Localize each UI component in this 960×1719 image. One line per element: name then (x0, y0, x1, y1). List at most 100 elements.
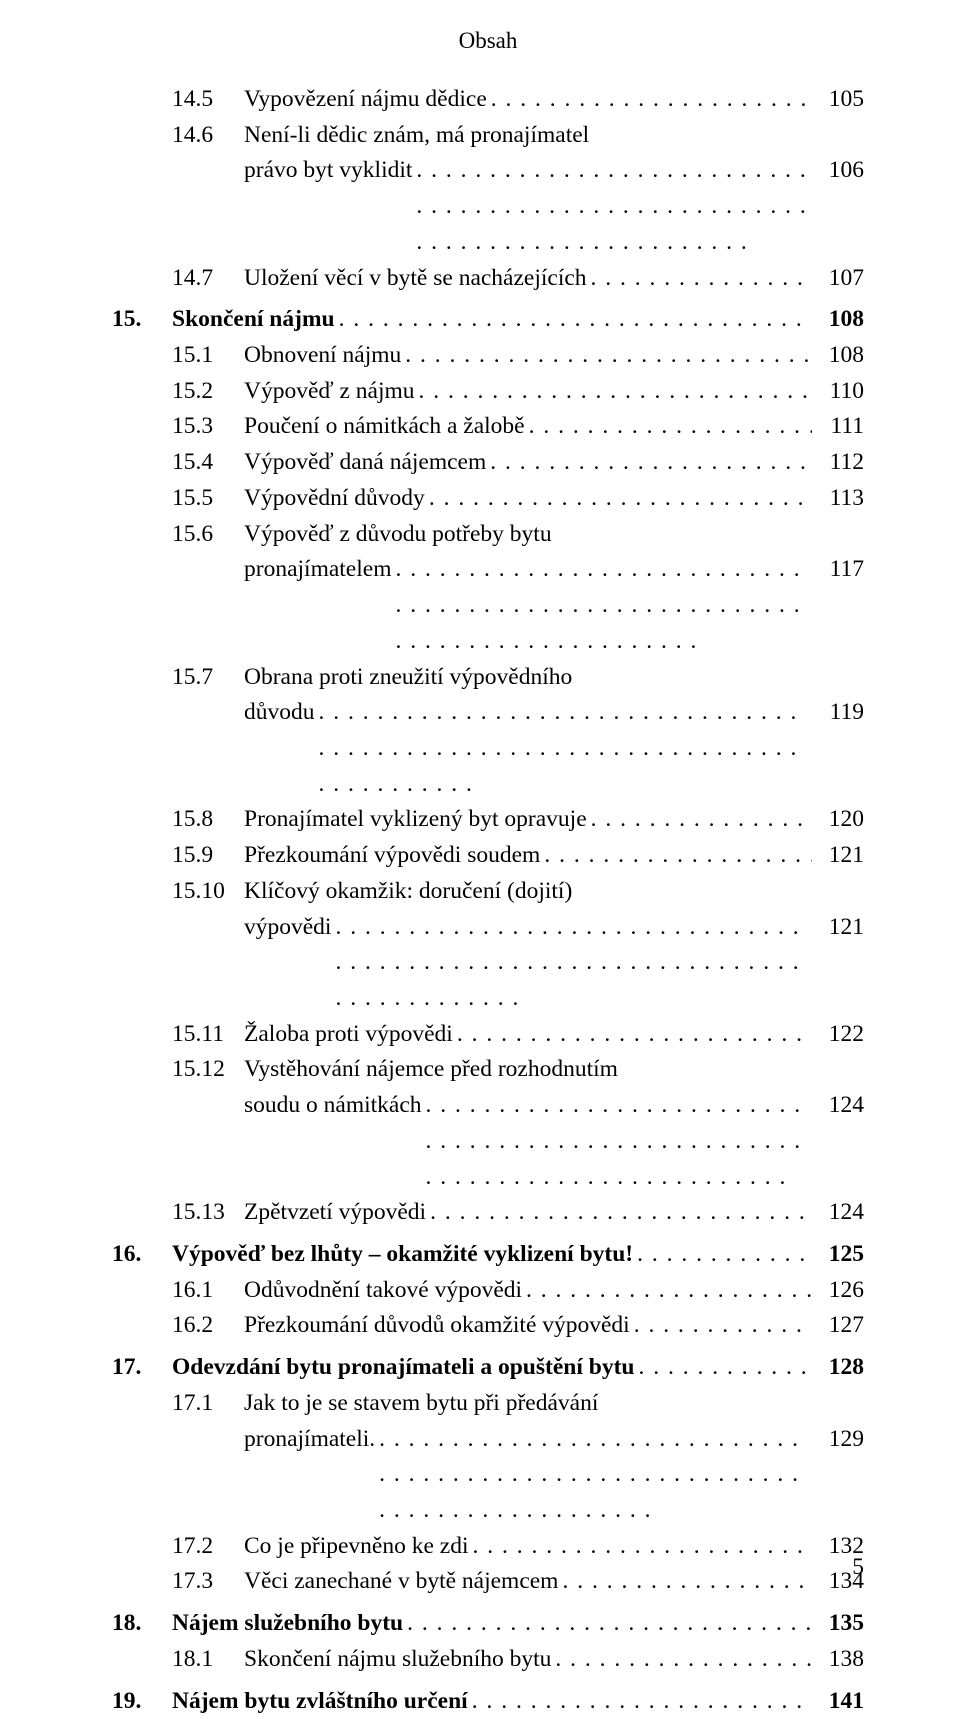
toc-entry-page: 124 (812, 1195, 864, 1231)
toc-entry-label: Pronajímatel vyklizený byt opravuje (244, 802, 587, 838)
toc-sub-row: 16.2Přezkoumání důvodů okamžité výpovědi… (172, 1308, 864, 1344)
toc-leader-dots (522, 1273, 812, 1309)
toc-entry-label: Odůvodnění takové výpovědi (244, 1273, 522, 1309)
toc-entry-label: Věci zanechané v bytě nájemcem (244, 1564, 558, 1600)
toc-chapter-row: 18.Nájem služebního bytu135 (112, 1606, 864, 1642)
toc-entry-label: Odevzdání bytu pronajímateli a opuštění … (172, 1350, 634, 1386)
toc-entry-number: 17.1 (172, 1386, 244, 1422)
toc-entry-page: 105 (812, 82, 864, 118)
toc-entry-number: 15.5 (172, 481, 244, 517)
toc-leader-dots (425, 481, 812, 517)
toc-entry-page: 113 (812, 481, 864, 517)
toc-sub-row: 15.13Zpětvzetí výpovědi 124 (172, 1195, 864, 1231)
toc-leader-dots (453, 1017, 812, 1053)
toc-entry-label: Zpětvzetí výpovědi (244, 1195, 426, 1231)
toc-entry-number: 15.9 (172, 838, 244, 874)
toc-entry-page: 110 (812, 374, 864, 410)
toc-sub-row-continuation: důvodu119 (244, 695, 864, 802)
toc-leader-dots (335, 302, 812, 338)
toc-entry-page: 107 (812, 261, 864, 297)
toc-entry-number: 15.7 (172, 660, 244, 696)
toc-entry-page: 112 (812, 445, 864, 481)
toc-sub-row: 18.1Skončení nájmu služebního bytu138 (172, 1642, 864, 1678)
toc-entry-number: 15.12 (172, 1052, 244, 1088)
toc-entry-number: 15.6 (172, 517, 244, 553)
toc-entry-number: 15.3 (172, 409, 244, 445)
toc-entry-number: 14.7 (172, 261, 244, 297)
toc-entry-label-line2: pronajímatelem (244, 552, 391, 588)
toc-entry-number: 14.6 (172, 118, 244, 154)
toc-leader-dots (525, 409, 812, 445)
toc-entry-label-line1: Výpověď z důvodu potřeby bytu (244, 517, 552, 553)
toc-entry-label: Žaloba proti výpovědi (244, 1017, 453, 1053)
toc-sub-row: 15.9Přezkoumání výpovědi soudem 121 (172, 838, 864, 874)
toc-leader-dots (551, 1642, 812, 1678)
toc-entry-label-line2: soudu o námitkách (244, 1088, 422, 1124)
toc-entry-label-line1: Jak to je se stavem bytu při předávání (244, 1386, 598, 1422)
toc-entry-label: Přezkoumání výpovědi soudem (244, 838, 540, 874)
toc-chapter-row: 17.Odevzdání bytu pronajímateli a opuště… (112, 1350, 864, 1386)
toc-entry-label-line2: výpovědi (244, 910, 331, 946)
toc-entry-label: Co je připevněno ke zdi (244, 1529, 469, 1565)
toc-entry-page: 135 (812, 1606, 864, 1642)
toc-entry-number: 19. (112, 1684, 172, 1719)
toc-sub-row: 15.4Výpověď daná nájemcem112 (172, 445, 864, 481)
toc-entry-number: 14.5 (172, 82, 244, 118)
toc-entry-page: 122 (812, 1017, 864, 1053)
toc-entry-page: 117 (812, 552, 864, 588)
toc-entry-label: Výpověď daná nájemcem (244, 445, 486, 481)
toc-entry-page: 129 (812, 1422, 864, 1458)
toc-entry-number: 15.10 (172, 874, 244, 910)
toc-leader-dots (331, 910, 812, 1017)
toc-sub-row: 14.5Vypovězení nájmu dědice 105 (172, 82, 864, 118)
toc-leader-dots (486, 445, 812, 481)
toc-leader-dots (540, 838, 812, 874)
toc-entry-label: Nájem bytu zvláštního určení (172, 1684, 468, 1719)
toc-sub-row: 16.1Odůvodnění takové výpovědi126 (172, 1273, 864, 1309)
toc-entry-label-line1: Není-li dědic znám, má pronajímatel (244, 118, 589, 154)
toc-leader-dots (633, 1237, 812, 1273)
toc-sub-row: 14.6Není-li dědic znám, má pronajímatel (172, 118, 864, 154)
toc-sub-row-continuation: soudu o námitkách 124 (244, 1088, 864, 1195)
toc-entry-label-line1: Vystěhování nájemce před rozhodnutím (244, 1052, 618, 1088)
toc-entry-number: 15.2 (172, 374, 244, 410)
toc-leader-dots (426, 1195, 812, 1231)
toc-sub-row: 15.10Klíčový okamžik: doručení (dojití) (172, 874, 864, 910)
toc-entry-label: Nájem služebního bytu (172, 1606, 403, 1642)
toc-entry-label: Skončení nájmu služebního bytu (244, 1642, 551, 1678)
toc-entry-page: 108 (812, 302, 864, 338)
toc-sub-row: 15.5Výpovědní důvody 113 (172, 481, 864, 517)
toc-leader-dots (468, 1684, 812, 1719)
toc-entry-page: 126 (812, 1273, 864, 1309)
toc-entry-page: 141 (812, 1684, 864, 1719)
toc-entry-page: 124 (812, 1088, 864, 1124)
toc-entry-number: 17.2 (172, 1529, 244, 1565)
toc-leader-dots (587, 802, 812, 838)
toc-leader-dots (630, 1308, 812, 1344)
toc-entry-number: 17. (112, 1350, 172, 1386)
toc-entry-number: 15.1 (172, 338, 244, 374)
toc-leader-dots (469, 1529, 813, 1565)
toc-sub-row: 17.2Co je připevněno ke zdi132 (172, 1529, 864, 1565)
toc-sub-row: 15.1Obnovení nájmu108 (172, 338, 864, 374)
toc-leader-dots (403, 1606, 812, 1642)
toc-entry-page: 119 (812, 695, 864, 731)
toc-leader-dots (487, 82, 812, 118)
toc-entry-number: 15.13 (172, 1195, 244, 1231)
toc-entry-page: 128 (812, 1350, 864, 1386)
toc-entry-page: 106 (812, 153, 864, 189)
toc-entry-page: 111 (812, 409, 864, 445)
toc-entry-page: 121 (812, 838, 864, 874)
toc-entry-label: Výpovědní důvody (244, 481, 425, 517)
toc-leader-dots (401, 338, 812, 374)
table-of-contents: 14.5Vypovězení nájmu dědice10514.6Není-l… (112, 82, 864, 1719)
toc-entry-label-line2: právo byt vyklidit (244, 153, 412, 189)
toc-leader-dots (587, 261, 812, 297)
toc-entry-label: Vypovězení nájmu dědice (244, 82, 487, 118)
toc-sub-row-continuation: výpovědi121 (244, 910, 864, 1017)
toc-entry-label-line1: Klíčový okamžik: doručení (dojití) (244, 874, 572, 910)
toc-chapter-row: 16.Výpověď bez lhůty – okamžité vyklizen… (112, 1237, 864, 1273)
toc-sub-row: 17.1Jak to je se stavem bytu při předává… (172, 1386, 864, 1422)
toc-sub-row: 15.6Výpověď z důvodu potřeby bytu (172, 517, 864, 553)
toc-entry-page: 125 (812, 1237, 864, 1273)
